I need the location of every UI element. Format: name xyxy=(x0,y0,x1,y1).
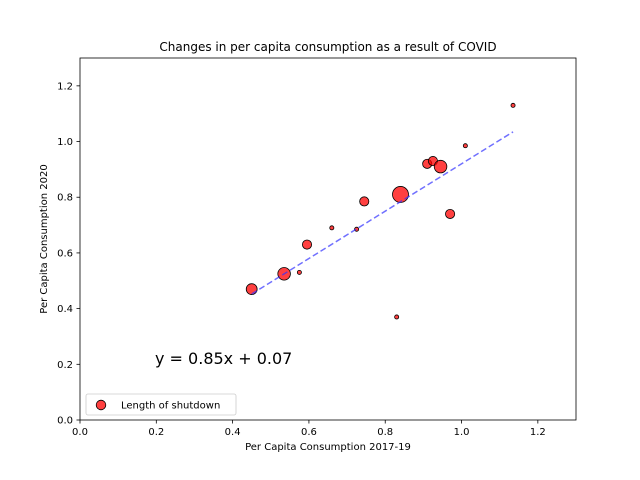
legend-box xyxy=(85,393,237,416)
x-axis: 0.0 0.2 0.4 0.6 0.8 1.0 1.2 xyxy=(72,420,546,438)
scatter-point xyxy=(445,208,456,219)
scatter-point xyxy=(510,102,516,108)
chart-title: Changes in per capita consumption as a r… xyxy=(159,40,496,54)
y-tick-label: 0.6 xyxy=(57,248,73,259)
scatter-point xyxy=(302,239,313,250)
scatter-point xyxy=(245,283,258,295)
scatter-point xyxy=(329,225,335,231)
scatter-point xyxy=(296,269,302,275)
legend-label: Length of shutdown xyxy=(121,401,220,412)
plot-frame xyxy=(79,57,577,421)
y-tick-label: 1.0 xyxy=(57,137,73,148)
y-tick-label: 0.8 xyxy=(57,193,73,204)
scatter-point xyxy=(394,314,400,320)
scatter-point xyxy=(359,196,370,207)
trendline-equation: y = 0.85x + 0.07 xyxy=(155,349,292,368)
y-axis: 0.0 0.2 0.4 0.6 0.8 1.0 1.2 xyxy=(57,81,80,427)
x-tick-label: 1.2 xyxy=(530,427,546,438)
x-tick-label: 0.2 xyxy=(148,427,164,438)
y-tick-label: 0.4 xyxy=(57,304,73,315)
y-axis-label: Per Capita Consumption 2020 xyxy=(39,164,50,313)
x-tick-label: 0.6 xyxy=(301,427,317,438)
x-axis-label: Per Capita Consumption 2017-19 xyxy=(245,442,411,453)
x-tick-label: 0.4 xyxy=(225,427,241,438)
legend-marker xyxy=(95,399,107,411)
y-tick-label: 0.0 xyxy=(57,416,73,427)
scatter-point xyxy=(433,159,448,174)
scatter-point xyxy=(462,143,468,149)
y-tick-label: 1.2 xyxy=(57,81,73,92)
x-tick-label: 0.8 xyxy=(377,427,393,438)
x-tick-label: 0.0 xyxy=(72,427,88,438)
y-tick-label: 0.2 xyxy=(57,360,73,371)
trendline xyxy=(251,131,514,295)
plot-area xyxy=(245,102,516,320)
scatter-point xyxy=(392,186,409,203)
legend: Length of shutdown xyxy=(85,393,237,416)
x-tick-label: 1.0 xyxy=(454,427,470,438)
